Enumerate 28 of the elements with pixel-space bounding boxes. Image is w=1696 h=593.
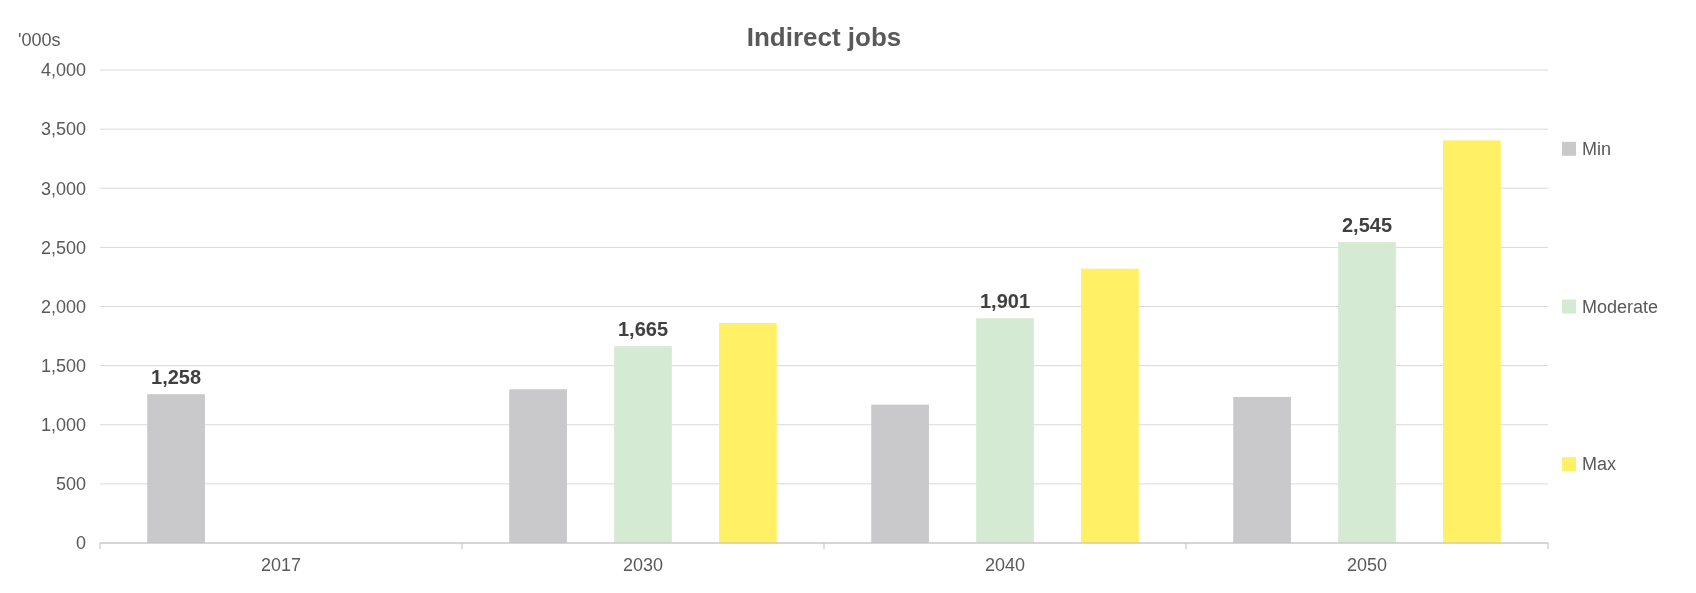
bar — [1443, 140, 1501, 543]
y-tick-label: 2,500 — [40, 237, 86, 258]
bar — [1338, 242, 1396, 543]
y-tick-label: 0 — [75, 533, 86, 554]
legend-label: Max — [1582, 454, 1617, 475]
bar — [1081, 268, 1139, 543]
data-label: 1,665 — [617, 318, 669, 341]
x-tick-label: 2050 — [1346, 555, 1388, 575]
legend-label: Min — [1582, 139, 1612, 160]
x-tick-label: 2017 — [260, 555, 302, 575]
bar — [614, 346, 672, 543]
chart-title: Indirect jobs — [746, 22, 902, 52]
y-tick-label: 3,000 — [40, 178, 86, 199]
y-tick-label: 4,000 — [40, 60, 86, 81]
y-tick-label: 1,500 — [40, 355, 86, 376]
bar — [719, 323, 777, 543]
x-tick-label: 2030 — [622, 555, 664, 575]
x-tick-label: 2040 — [984, 555, 1026, 575]
legend-label: Moderate — [1582, 296, 1659, 317]
y-axis-title: '000s — [18, 30, 61, 50]
y-tick-label: 3,500 — [40, 119, 86, 140]
y-tick-label: 2,000 — [40, 296, 86, 317]
bar — [976, 318, 1034, 543]
y-tick-label: 500 — [55, 474, 86, 495]
y-tick-label: 1,000 — [40, 415, 86, 436]
data-label: 1,258 — [151, 366, 202, 389]
data-label: 1,901 — [979, 290, 1031, 313]
data-label: 2,545 — [1341, 214, 1393, 237]
